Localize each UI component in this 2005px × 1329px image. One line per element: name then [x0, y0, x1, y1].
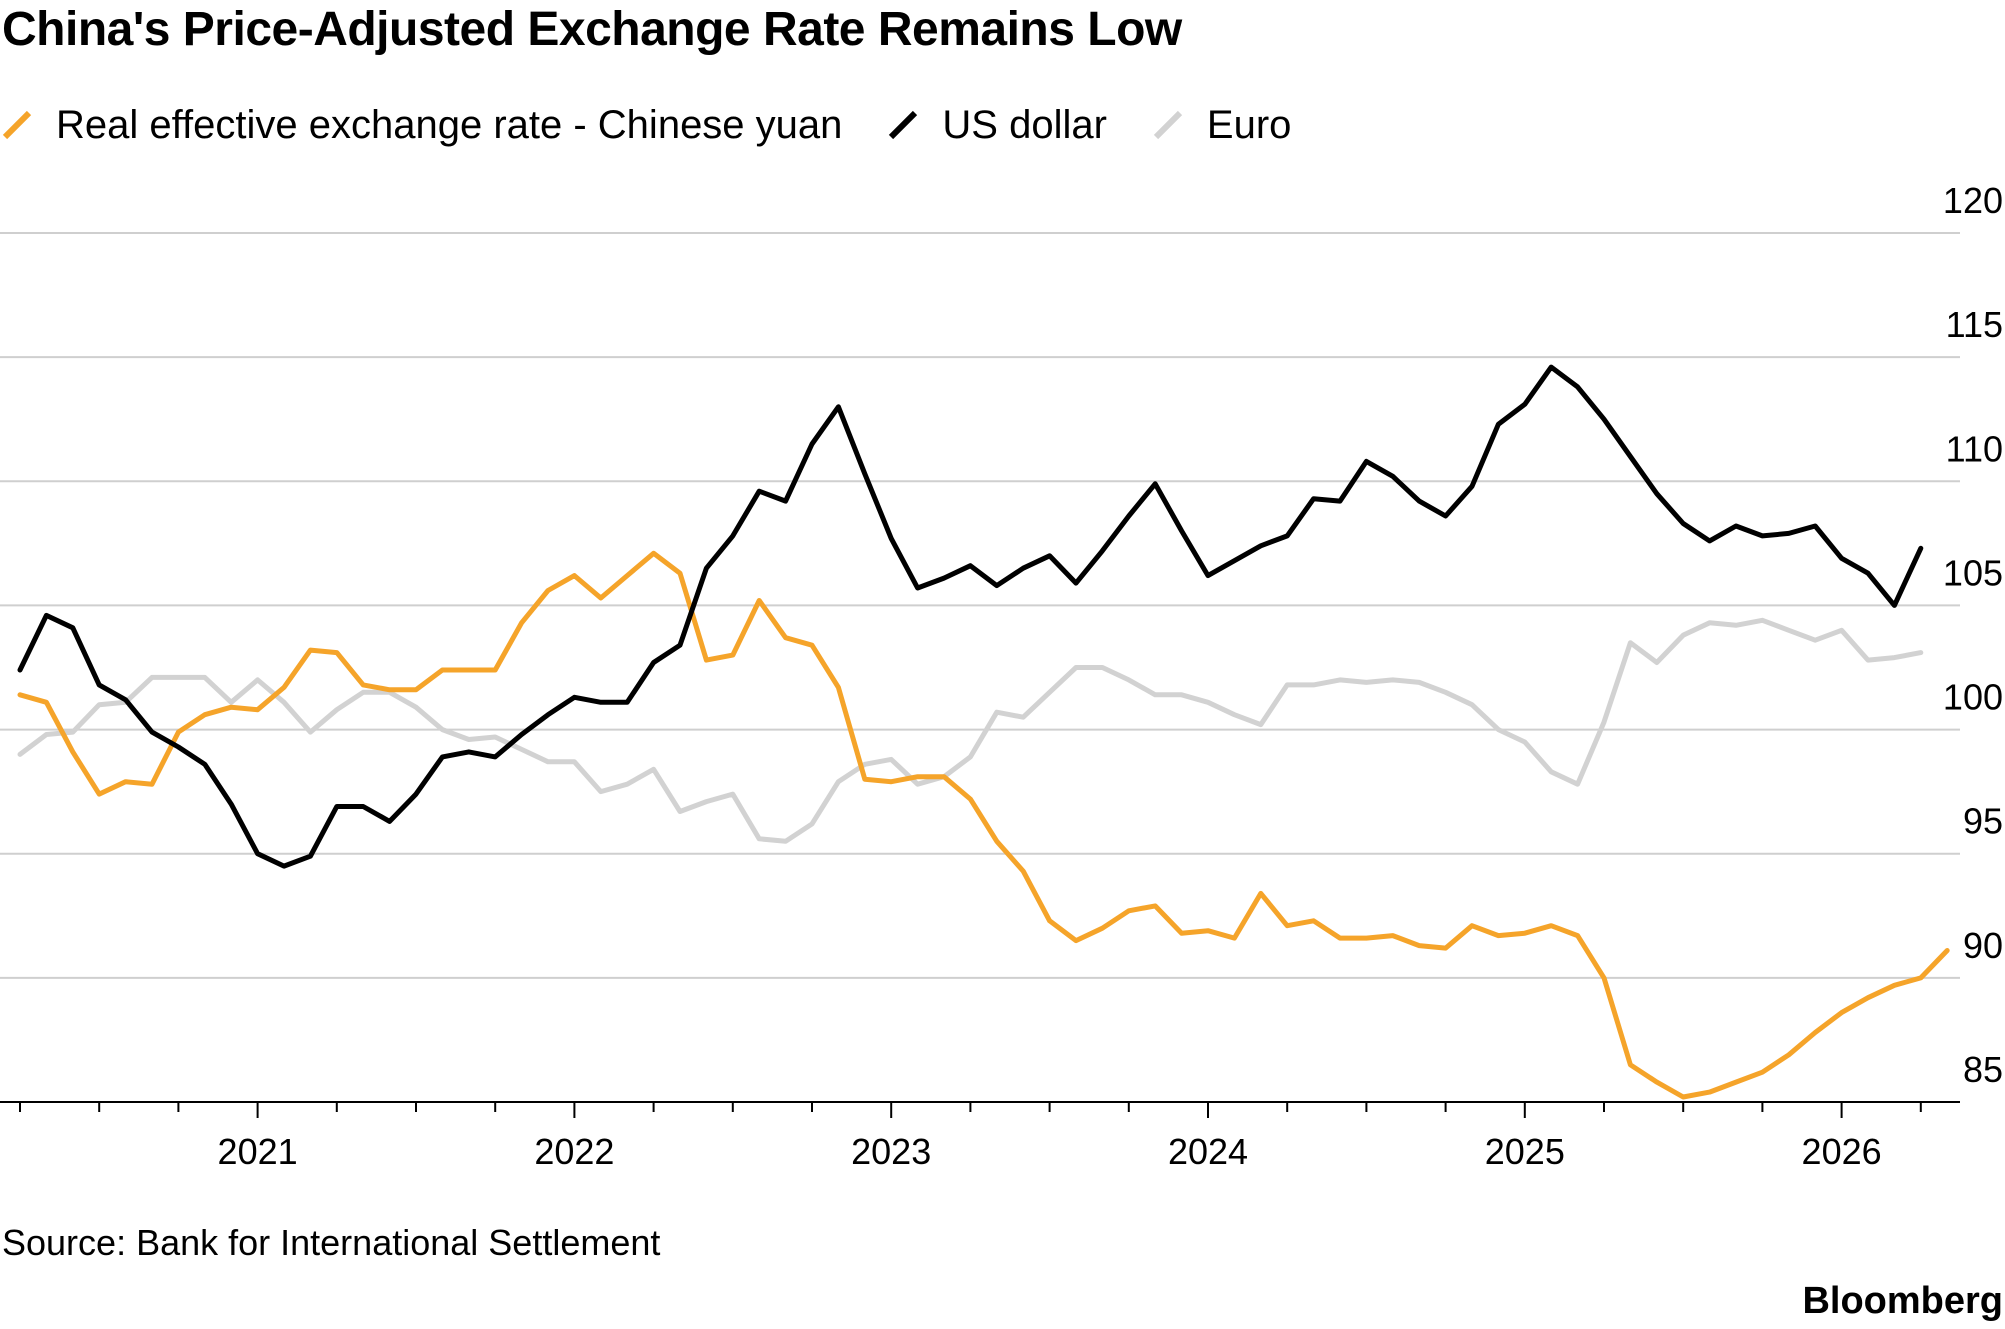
legend-swatch-us-dollar-icon [888, 110, 918, 140]
series-line-euro [17, 617, 1924, 844]
source-note: Source: Bank for International Settlemen… [2, 1222, 661, 1263]
y-axis-labels: 85 90 95 100 105 110 115 120 [1943, 180, 2003, 1090]
y-tick-label: 120 [1943, 180, 2003, 221]
x-tick-label: 2024 [1168, 1131, 1248, 1170]
y-tick-label: 105 [1943, 552, 2003, 593]
legend-label-us-dollar: US dollar [942, 102, 1107, 147]
y-tick-label: 90 [1963, 925, 2003, 966]
x-tick-label: 2021 [218, 1131, 298, 1170]
y-tick-label: 115 [1946, 304, 2003, 345]
x-tick-label: 2022 [534, 1131, 614, 1170]
x-tick-label: 2023 [851, 1131, 931, 1170]
gridlines [0, 232, 1960, 1103]
series-lines [17, 364, 1950, 1100]
legend-item-yuan: Real effective exchange rate - Chinese y… [2, 103, 842, 148]
legend-item-us-dollar: US dollar [888, 103, 1107, 148]
y-tick-label: 95 [1963, 801, 2003, 842]
series-line-real-effective-exchange-rate-chinese-yuan [17, 550, 1950, 1100]
chart-legend: Real effective exchange rate - Chinese y… [2, 100, 1337, 150]
legend-swatch-euro-icon [1153, 110, 1183, 140]
legend-label-yuan: Real effective exchange rate - Chinese y… [56, 102, 843, 147]
x-axis: 2021 2022 2023 2024 2025 2026 [19, 1102, 1922, 1170]
y-tick-label: 85 [1963, 1049, 2003, 1090]
legend-label-euro: Euro [1206, 102, 1292, 147]
chart-title: China's Price-Adjusted Exchange Rate Rem… [2, 3, 1182, 56]
y-tick-label: 110 [1946, 428, 2003, 469]
y-tick-label: 100 [1943, 677, 2003, 718]
x-tick-label: 2025 [1485, 1131, 1565, 1170]
x-tick-label: 2026 [1802, 1131, 1882, 1170]
legend-swatch-yuan-icon [2, 110, 32, 140]
legend-item-euro: Euro [1153, 102, 1292, 148]
series-line-us-dollar [17, 364, 1924, 869]
bloomberg-logo: Bloomberg [1802, 1280, 2003, 1322]
